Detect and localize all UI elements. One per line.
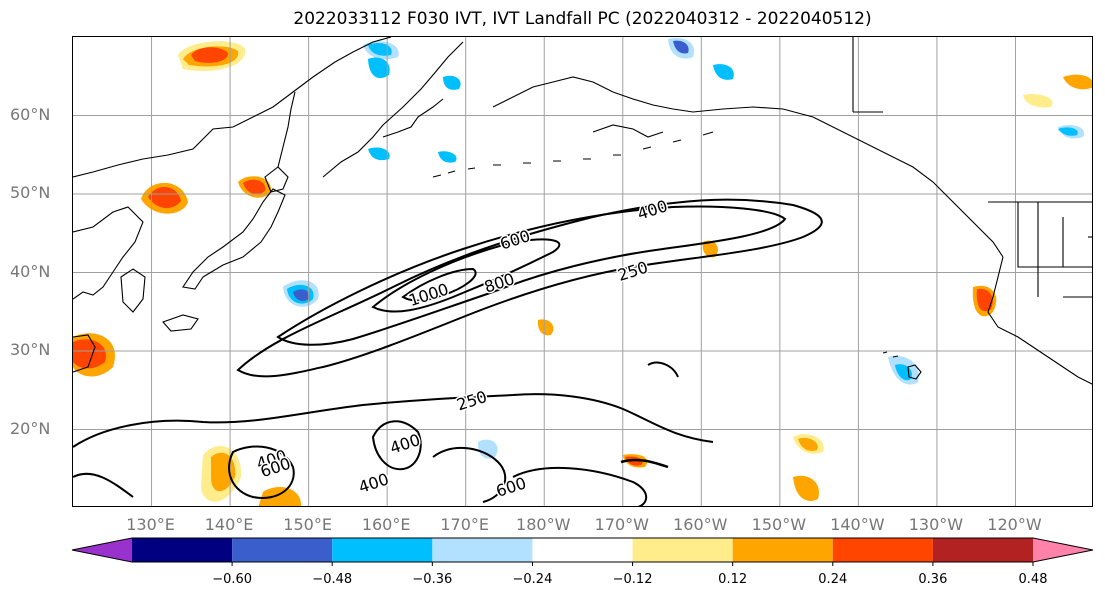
colorbar-segment — [732, 538, 833, 562]
longitude-label: 120°W — [987, 515, 1042, 534]
contour-label: 400 — [388, 430, 423, 458]
contour-label: 400 — [356, 469, 391, 497]
longitude-label: 170°W — [594, 515, 649, 534]
longitude-label: 150°E — [283, 515, 332, 534]
longitude-label: 160°E — [361, 515, 411, 534]
colorbar-tick-label: −0.12 — [612, 572, 653, 587]
map-title: 2022033112 F030 IVT, IVT Landfall PC (20… — [293, 9, 872, 29]
longitude-label: 180°W — [516, 515, 571, 534]
colorbar-segment — [1033, 538, 1093, 562]
latitude-label: 30°N — [10, 340, 51, 359]
longitude-label: 140°W — [830, 515, 885, 534]
colorbar-segment — [72, 538, 132, 562]
latitude-label: 20°N — [10, 418, 51, 438]
colorbar-segment — [632, 538, 733, 562]
map-frame: 400 600 1000 800 250 250 400 600 400 400 600 — [72, 36, 1093, 507]
latitude-label: 60°N — [10, 104, 51, 124]
contour-label: 600 — [498, 226, 533, 254]
longitude-label: 160°W — [673, 515, 728, 534]
colorbar-segment — [932, 538, 1033, 562]
colorbar-tick-label: −0.36 — [412, 572, 453, 587]
colorbar-outline — [71, 537, 1094, 563]
longitude-label: 170°E — [440, 515, 490, 534]
longitude-label: 130°W — [908, 515, 964, 534]
latitude-label: 40°N — [10, 261, 51, 281]
colorbar — [71, 537, 1094, 566]
colorbar-segment — [532, 538, 633, 562]
longitude-label: 140°E — [204, 515, 254, 534]
contour-label: 400 — [635, 196, 670, 224]
colorbar-tick-label: −0.60 — [212, 572, 253, 587]
longitude-label: 130°E — [126, 515, 175, 534]
contour-label: 250 — [454, 387, 489, 415]
ivt-contours — [73, 198, 823, 506]
contour-label: 250 — [615, 257, 650, 285]
latitude-label: 50°N — [10, 183, 51, 202]
colorbar-tick-label: 0.36 — [918, 572, 948, 587]
colorbar-tick-label: 0.12 — [718, 572, 748, 587]
contour-label: 800 — [482, 269, 517, 297]
longitude-label: 150°W — [751, 515, 807, 534]
colorbar-segment — [232, 538, 333, 562]
map-gridlines — [73, 37, 1092, 506]
colorbar-segment — [132, 538, 233, 562]
coastlines — [73, 37, 1092, 385]
colorbar-segment — [432, 538, 533, 562]
colorbar-tick-label: 0.48 — [1018, 572, 1048, 587]
colorbar-tick-label: 0.24 — [818, 572, 848, 587]
colorbar-segment — [332, 538, 433, 562]
colorbar-tick-label: −0.24 — [512, 572, 553, 587]
colorbar-tick-label: −0.48 — [312, 572, 353, 587]
contour-label: 600 — [494, 473, 529, 501]
colorbar-segment — [832, 538, 933, 562]
